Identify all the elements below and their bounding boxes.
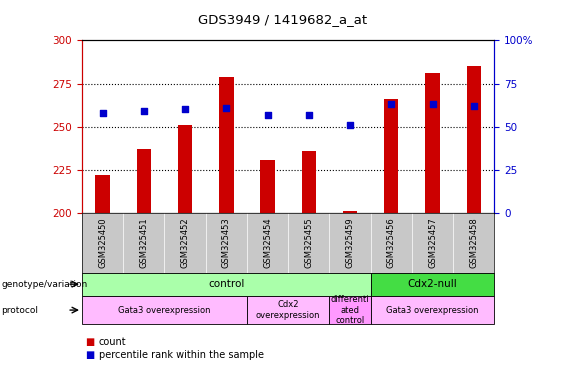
Bar bbox=[82, 273, 371, 296]
Text: differenti
ated
control: differenti ated control bbox=[331, 295, 370, 325]
Bar bbox=[343, 211, 357, 213]
Bar bbox=[425, 73, 440, 213]
Text: Gata3 overexpression: Gata3 overexpression bbox=[118, 306, 211, 314]
Point bbox=[181, 106, 190, 113]
Text: GSM325458: GSM325458 bbox=[470, 217, 478, 268]
Point bbox=[305, 112, 314, 118]
Bar bbox=[82, 296, 247, 324]
Bar bbox=[95, 175, 110, 213]
Text: GSM325453: GSM325453 bbox=[222, 217, 231, 268]
Text: count: count bbox=[99, 337, 127, 347]
Text: GSM325450: GSM325450 bbox=[98, 218, 107, 268]
Point bbox=[470, 103, 479, 109]
Bar bbox=[178, 125, 192, 213]
Text: ■: ■ bbox=[85, 337, 94, 347]
Bar bbox=[302, 151, 316, 213]
Bar bbox=[260, 160, 275, 213]
Bar bbox=[371, 296, 494, 324]
Point bbox=[221, 104, 231, 111]
Text: GSM325459: GSM325459 bbox=[346, 218, 354, 268]
Text: Gata3 overexpression: Gata3 overexpression bbox=[386, 306, 479, 314]
Text: GSM325451: GSM325451 bbox=[140, 218, 148, 268]
Text: genotype/variation: genotype/variation bbox=[1, 280, 88, 289]
Text: GSM325456: GSM325456 bbox=[387, 217, 396, 268]
Text: protocol: protocol bbox=[1, 306, 38, 314]
Bar bbox=[219, 76, 233, 213]
Text: control: control bbox=[208, 279, 245, 289]
Point bbox=[387, 101, 396, 107]
Bar bbox=[137, 149, 151, 213]
Point bbox=[139, 108, 148, 114]
Point bbox=[98, 110, 107, 116]
Text: GDS3949 / 1419682_a_at: GDS3949 / 1419682_a_at bbox=[198, 13, 367, 26]
Text: GSM325454: GSM325454 bbox=[263, 218, 272, 268]
Point bbox=[428, 101, 437, 107]
Bar bbox=[247, 296, 329, 324]
Text: Cdx2-null: Cdx2-null bbox=[407, 279, 458, 289]
Text: ■: ■ bbox=[85, 350, 94, 360]
Text: GSM325452: GSM325452 bbox=[181, 218, 189, 268]
Point bbox=[263, 112, 272, 118]
Bar bbox=[329, 296, 371, 324]
Bar bbox=[467, 66, 481, 213]
Text: GSM325457: GSM325457 bbox=[428, 217, 437, 268]
Bar bbox=[371, 273, 494, 296]
Bar bbox=[384, 99, 398, 213]
Text: percentile rank within the sample: percentile rank within the sample bbox=[99, 350, 264, 360]
Text: Cdx2
overexpression: Cdx2 overexpression bbox=[256, 300, 320, 320]
Point bbox=[346, 122, 355, 128]
Text: GSM325455: GSM325455 bbox=[305, 218, 313, 268]
